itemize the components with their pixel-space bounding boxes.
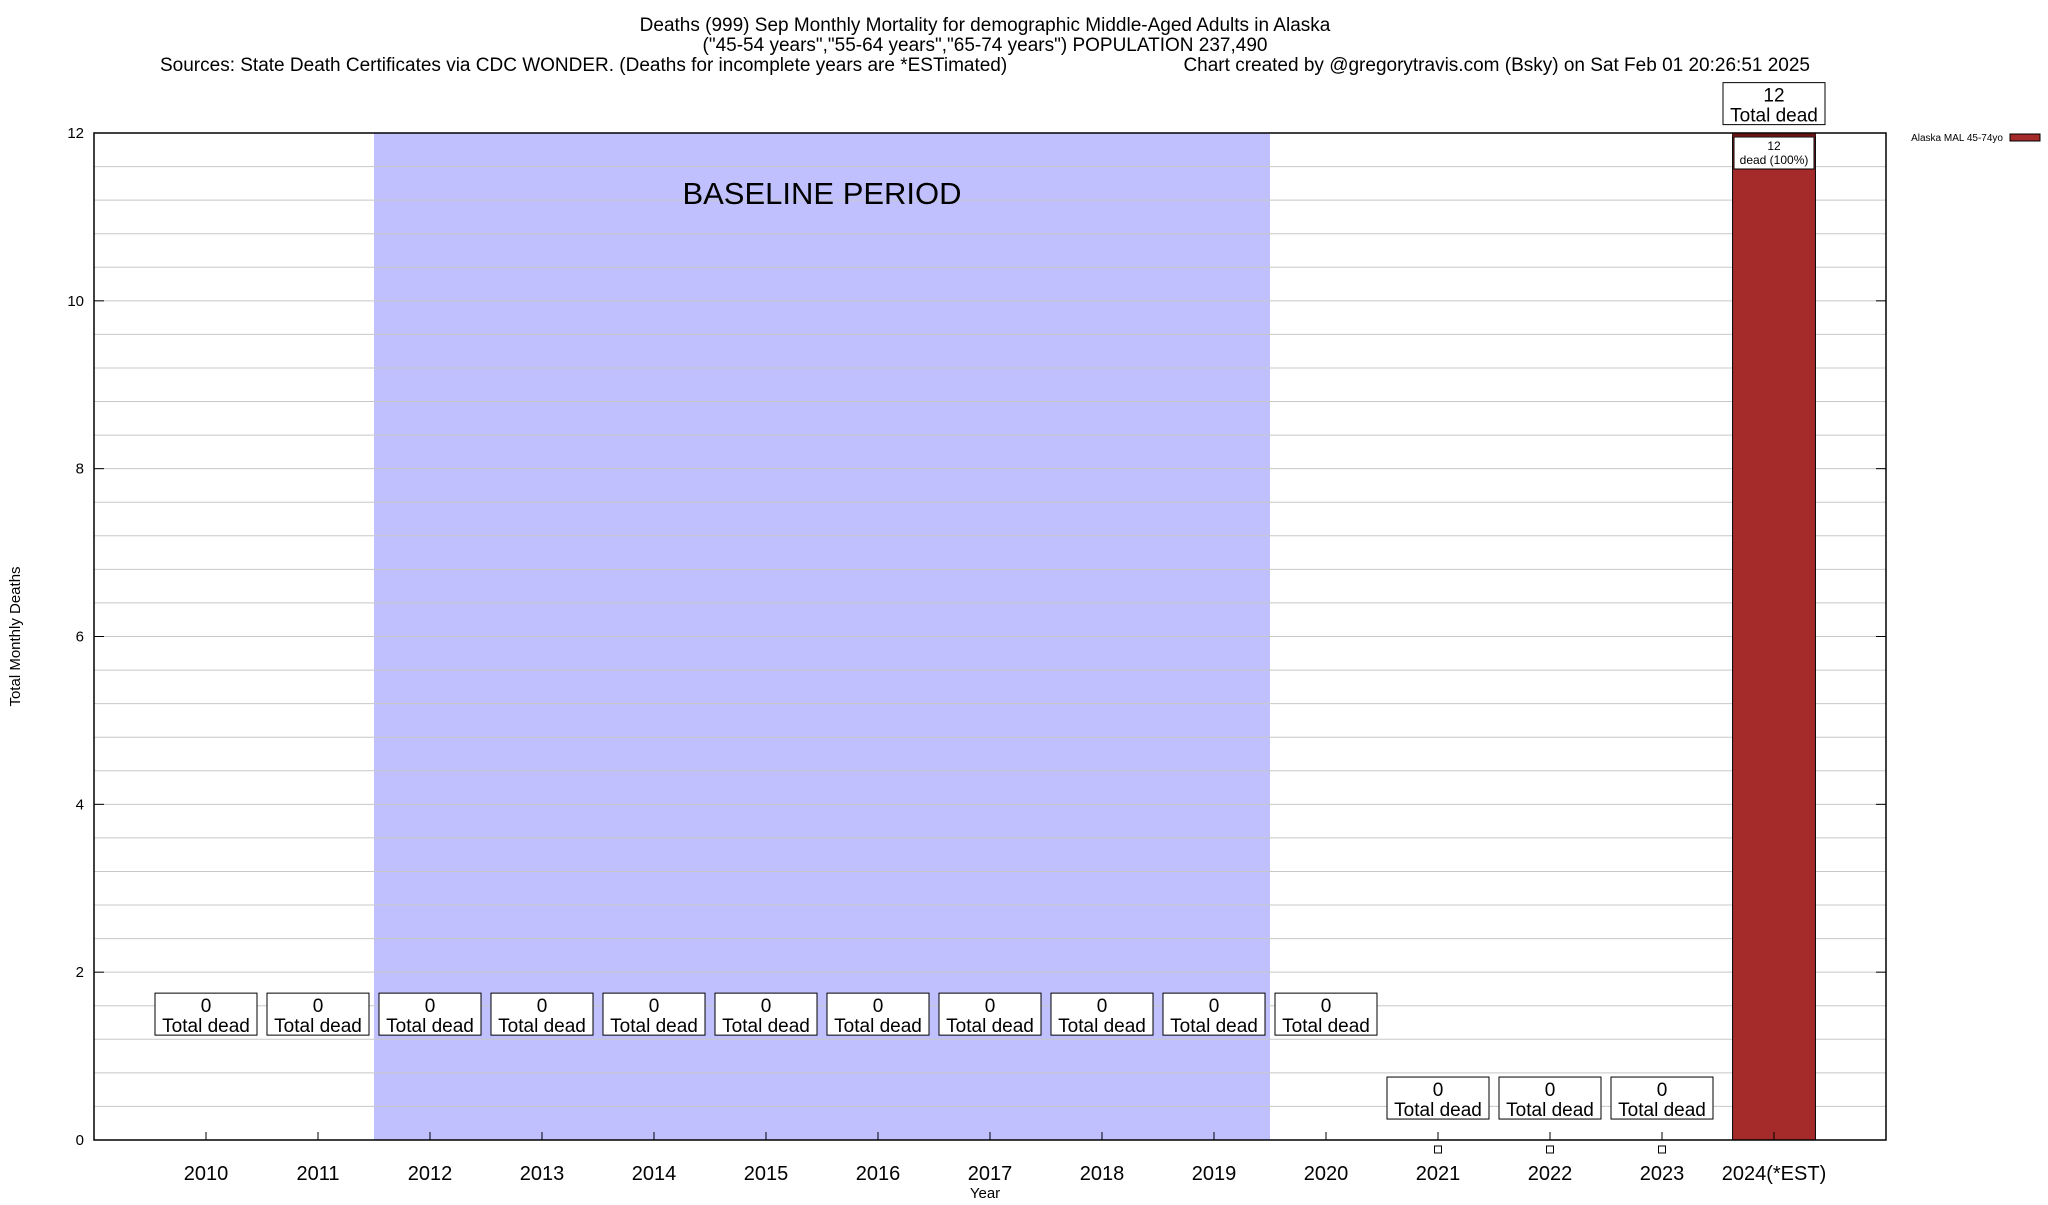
zero-marker: [1434, 1145, 1442, 1154]
total-dead-box: [490, 992, 594, 1036]
total-dead-box: [266, 992, 370, 1036]
legend-swatch: [2009, 133, 2041, 142]
zero-marker: [1546, 1145, 1554, 1154]
total-dead-box: [154, 992, 258, 1036]
total-dead-count: 0: [1321, 996, 1332, 1017]
chart-title: Deaths (999) Sep Monthly Mortality for d…: [640, 15, 1331, 36]
total-dead-text: Total dead: [386, 1016, 474, 1037]
total-dead-box: [1162, 992, 1266, 1036]
y-tick-label: 6: [76, 629, 84, 646]
x-tick-label: 2010: [184, 1163, 229, 1185]
x-tick-label: 2019: [1192, 1163, 1237, 1185]
total-dead-text: Total dead: [1058, 1016, 1146, 1037]
total-dead-text: Total dead: [946, 1016, 1034, 1037]
total-dead-text: Total dead: [1506, 1100, 1594, 1121]
total-dead-box: [826, 992, 930, 1036]
total-dead-count: 0: [1657, 1080, 1668, 1101]
baseline-period-label: BASELINE PERIOD: [682, 176, 961, 211]
chart-sources: Sources: State Death Certificates via CD…: [160, 55, 1007, 76]
total-dead-text: Total dead: [1282, 1016, 1370, 1037]
total-dead-count: 0: [537, 996, 548, 1017]
y-tick-label: 10: [67, 293, 84, 310]
total-dead-box: [938, 992, 1042, 1036]
x-tick-label: 2023: [1640, 1163, 1685, 1185]
total-dead-text: Total dead: [498, 1016, 586, 1037]
total-dead-count: 0: [1433, 1080, 1444, 1101]
total-dead-box: [1610, 1076, 1714, 1120]
total-dead-box: [1274, 992, 1378, 1036]
x-axis-title: Year: [970, 1185, 1000, 1200]
total-dead-text: Total dead: [610, 1016, 698, 1037]
total-dead-box: [378, 992, 482, 1036]
x-tick-label: 2011: [296, 1163, 339, 1185]
total-dead-count: 0: [1097, 996, 1108, 1017]
bar: [1732, 132, 1816, 1141]
total-dead-box: [714, 992, 818, 1036]
x-tick-label: 2012: [408, 1163, 453, 1185]
total-dead-box: [1722, 82, 1826, 126]
x-tick-label: 2015: [744, 1163, 789, 1185]
total-dead-text: Total dead: [722, 1016, 810, 1037]
y-tick-label: 12: [67, 125, 84, 142]
total-dead-text: Total dead: [1730, 106, 1818, 127]
total-dead-box: [1386, 1076, 1490, 1120]
y-tick-label: 4: [76, 796, 84, 813]
total-dead-box: [1050, 992, 1154, 1036]
total-dead-text: Total dead: [834, 1016, 922, 1037]
bar-label-percent: dead (100%): [1740, 153, 1809, 167]
total-dead-count: 0: [1209, 996, 1220, 1017]
chart-credit: Chart created by @gregorytravis.com (Bsk…: [1183, 55, 1810, 76]
bar-label-box: [1733, 136, 1815, 170]
total-dead-box: [1498, 1076, 1602, 1120]
legend-label: Alaska MAL 45-74yo: [1911, 133, 2003, 144]
y-axis-title: Total Monthly Deaths: [7, 566, 24, 706]
total-dead-count: 0: [649, 996, 660, 1017]
total-dead-count: 0: [425, 996, 436, 1017]
x-tick-label: 2013: [520, 1163, 565, 1185]
total-dead-count: 0: [761, 996, 772, 1017]
x-tick-label: 2022: [1528, 1163, 1573, 1185]
x-tick-label: 2024(*EST): [1722, 1163, 1827, 1185]
total-dead-count: 0: [201, 996, 212, 1017]
bar-label-count: 12: [1767, 139, 1781, 153]
total-dead-count: 0: [1545, 1080, 1556, 1101]
x-tick-label: 2016: [856, 1163, 901, 1185]
total-dead-text: Total dead: [1618, 1100, 1706, 1121]
y-tick-label: 0: [76, 1132, 84, 1149]
chart-subtitle: ("45-54 years","55-64 years","65-74 year…: [703, 35, 1268, 56]
total-dead-text: Total dead: [1170, 1016, 1258, 1037]
x-tick-label: 2021: [1416, 1163, 1461, 1185]
x-tick-label: 2017: [968, 1163, 1013, 1185]
total-dead-text: Total dead: [162, 1016, 250, 1037]
total-dead-count: 12: [1763, 86, 1784, 107]
plot-frame: [93, 132, 1887, 1141]
x-tick-label: 2018: [1080, 1163, 1125, 1185]
y-tick-label: 2: [76, 964, 84, 981]
x-tick-label: 2014: [632, 1163, 677, 1185]
total-dead-count: 0: [873, 996, 884, 1017]
total-dead-count: 0: [985, 996, 996, 1017]
zero-marker: [1658, 1145, 1666, 1154]
x-tick-label: 2020: [1304, 1163, 1349, 1185]
total-dead-text: Total dead: [274, 1016, 362, 1037]
total-dead-count: 0: [313, 996, 324, 1017]
total-dead-box: [602, 992, 706, 1036]
y-tick-label: 8: [76, 461, 84, 478]
total-dead-text: Total dead: [1394, 1100, 1482, 1121]
